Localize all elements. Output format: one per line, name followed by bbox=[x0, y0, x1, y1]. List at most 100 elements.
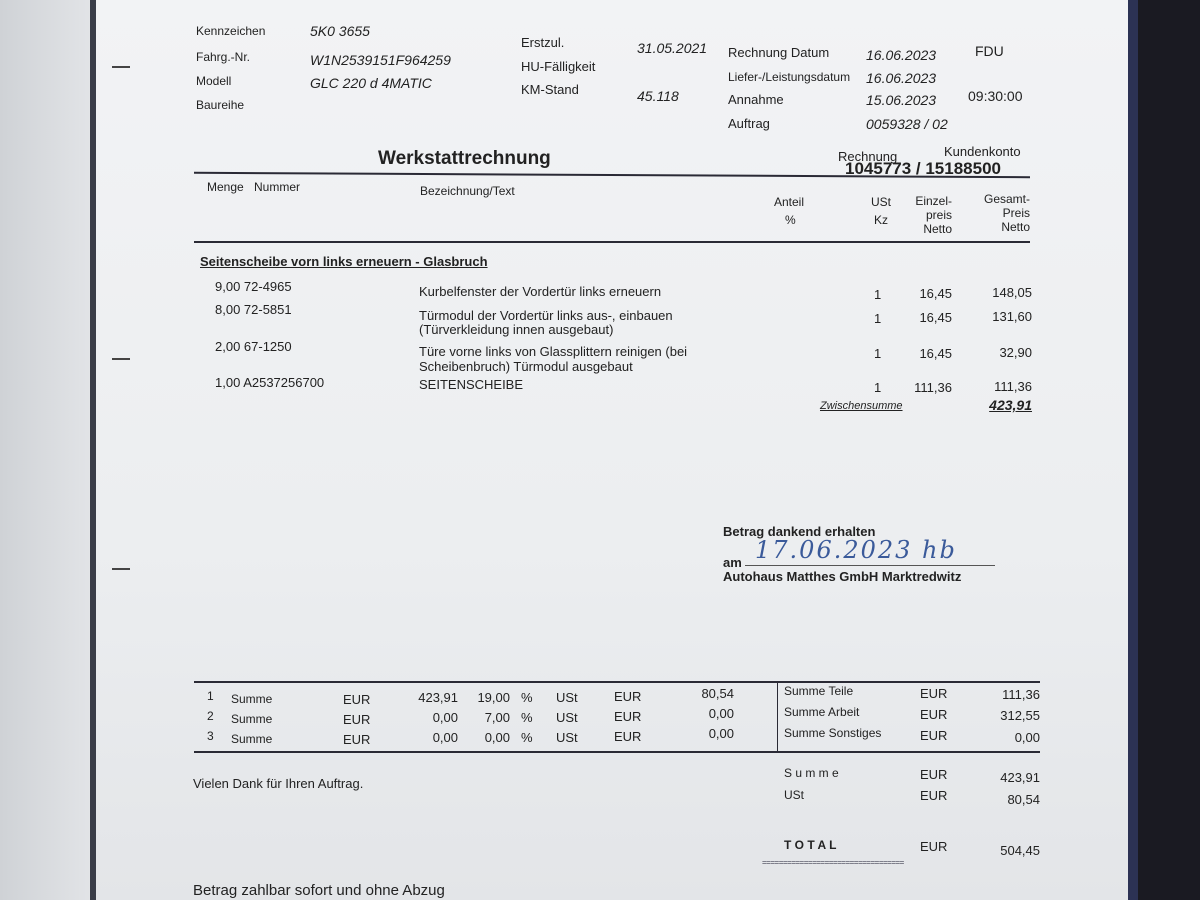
total-double-underline: ================================== bbox=[762, 858, 904, 867]
einzelpreis: 16,45 bbox=[919, 310, 952, 325]
zwischensumme-value: 423,91 bbox=[989, 397, 1032, 413]
sum-currency: EUR bbox=[920, 686, 948, 701]
auftrag-value: 0059328 / 02 bbox=[866, 116, 948, 132]
kundenkonto-label: Kundenkonto bbox=[944, 144, 1021, 159]
einzelpreis: 16,45 bbox=[919, 346, 952, 361]
menge-nummer: 9,00 72-4965 bbox=[215, 279, 292, 294]
tax-rate: 0,00 bbox=[484, 730, 510, 745]
binder-edge bbox=[1128, 0, 1138, 900]
tax-currency-2: EUR bbox=[614, 729, 642, 744]
zwischensumme-label: Zwischensumme bbox=[820, 400, 903, 412]
ust-label: USt bbox=[784, 788, 805, 802]
tax-currency: EUR bbox=[343, 732, 371, 747]
tax-label: Summe bbox=[231, 732, 273, 746]
sum-label: Summe Arbeit bbox=[784, 705, 860, 719]
col-anteil: Anteil bbox=[774, 195, 805, 209]
liefer-label: Liefer-/Leistungsdatum bbox=[728, 70, 851, 84]
item-text: Türe vorne links von Glassplittern reini… bbox=[419, 344, 688, 359]
annahme-value: 15.06.2023 bbox=[866, 92, 937, 108]
tax-top-rule bbox=[194, 681, 1040, 683]
tax-index: 2 bbox=[207, 709, 214, 723]
tax-index: 1 bbox=[207, 689, 214, 703]
erstzul-label: Erstzul. bbox=[521, 35, 565, 50]
fdu-code: FDU bbox=[975, 43, 1004, 59]
item-text-2: Scheibenbruch) Türmodul ausgebaut bbox=[419, 359, 633, 374]
handwritten-signature: 17.06.2023 hb bbox=[755, 536, 957, 564]
col-gesamt: Gesamt- bbox=[983, 192, 1030, 206]
margin-mark bbox=[112, 66, 130, 68]
sum-label: Summe Teile bbox=[784, 684, 854, 698]
tax-bottom-rule bbox=[194, 751, 1040, 753]
sum-currency: EUR bbox=[920, 728, 948, 743]
menge-nummer: 1,00 A2537256700 bbox=[215, 375, 325, 390]
signature-line bbox=[745, 565, 995, 566]
gesamtpreis: 32,90 bbox=[999, 345, 1032, 360]
invoice-page bbox=[96, 0, 1132, 900]
tax-amount: 0,00 bbox=[708, 706, 734, 721]
sum-value: 0,00 bbox=[1014, 730, 1040, 745]
col-bezeichnung: Bezeichnung/Text bbox=[420, 184, 515, 198]
sum-value: 111,36 bbox=[1002, 687, 1040, 702]
summe-currency: EUR bbox=[920, 767, 948, 782]
annahme-time: 09:30:00 bbox=[968, 88, 1023, 104]
modell-label: Modell bbox=[196, 74, 232, 88]
tax-label: Summe bbox=[231, 692, 273, 706]
col-ust: USt bbox=[871, 195, 892, 209]
auftrag-label: Auftrag bbox=[728, 116, 770, 131]
col-einzel-2: preis bbox=[925, 208, 952, 222]
tax-currency-2: EUR bbox=[614, 689, 642, 704]
total-currency: EUR bbox=[920, 839, 948, 854]
hu-label: HU-Fälligkeit bbox=[521, 59, 596, 74]
item-text-2: (Türverkleidung innen ausgebaut) bbox=[419, 322, 614, 337]
tax-amount: 80,54 bbox=[701, 686, 734, 701]
tax-index: 3 bbox=[207, 729, 214, 743]
col-menge: Menge bbox=[207, 180, 244, 194]
tax-pct: % bbox=[521, 710, 533, 725]
invoice-customer-numbers: 1045773 / 15188500 bbox=[845, 159, 1001, 178]
col-anteil-pct: % bbox=[785, 213, 796, 227]
summe-label: S u m m e bbox=[784, 766, 839, 780]
ust-currency: EUR bbox=[920, 788, 948, 803]
ust-value: 80,54 bbox=[1007, 792, 1040, 807]
menge-nummer: 2,00 67-1250 bbox=[215, 339, 292, 354]
col-gesamt-3: Netto bbox=[1001, 220, 1030, 234]
thanks-note: Vielen Dank für Ihren Auftrag. bbox=[193, 776, 364, 791]
sum-label: Summe Sonstiges bbox=[784, 726, 882, 740]
km-value: 45.118 bbox=[637, 88, 679, 104]
tax-currency-2: EUR bbox=[614, 709, 642, 724]
kennzeichen-value: 5K0 3655 bbox=[310, 23, 370, 39]
sum-value: 312,55 bbox=[1000, 708, 1040, 723]
gesamtpreis: 131,60 bbox=[992, 309, 1032, 324]
col-einzel: Einzel- bbox=[915, 194, 952, 208]
tax-rate: 7,00 bbox=[484, 710, 510, 725]
annahme-label: Annahme bbox=[728, 92, 784, 107]
tax-currency: EUR bbox=[343, 712, 371, 727]
col-nummer: Nummer bbox=[254, 180, 301, 194]
baureihe-label: Baureihe bbox=[196, 98, 245, 112]
total-value: 504,45 bbox=[1000, 843, 1040, 858]
item-text: SEITENSCHEIBE bbox=[419, 377, 524, 392]
margin-mark bbox=[112, 358, 130, 360]
erstzul-value: 31.05.2021 bbox=[637, 40, 708, 56]
ust-kz: 1 bbox=[874, 311, 882, 326]
ust-kz: 1 bbox=[874, 287, 882, 302]
item-text: Türmodul der Vordertür links aus-, einba… bbox=[419, 308, 673, 323]
col-einzel-3: Netto bbox=[923, 222, 952, 236]
adjacent-page bbox=[0, 0, 92, 900]
ust-kz: 1 bbox=[874, 380, 882, 395]
receipt-am: am bbox=[723, 555, 742, 570]
total-label: T O T A L bbox=[784, 838, 837, 852]
item-text: Kurbelfenster der Vordertür links erneue… bbox=[419, 284, 662, 299]
einzelpreis: 111,36 bbox=[914, 380, 952, 395]
section-heading: Seitenscheibe vorn links erneuern - Glas… bbox=[200, 254, 488, 269]
tax-currency: EUR bbox=[343, 692, 371, 707]
modell-value: GLC 220 d 4MATIC bbox=[310, 75, 432, 91]
margin-mark bbox=[112, 568, 130, 570]
tax-pct: % bbox=[521, 690, 533, 705]
payment-terms: Betrag zahlbar sofort und ohne Abzug bbox=[193, 882, 445, 899]
gesamtpreis: 111,36 bbox=[994, 379, 1032, 394]
tax-ust: USt bbox=[556, 730, 578, 745]
rechnung-datum-value: 16.06.2023 bbox=[866, 47, 937, 63]
rechnung-label: Rechnung bbox=[838, 149, 898, 164]
liefer-value: 16.06.2023 bbox=[866, 70, 937, 86]
